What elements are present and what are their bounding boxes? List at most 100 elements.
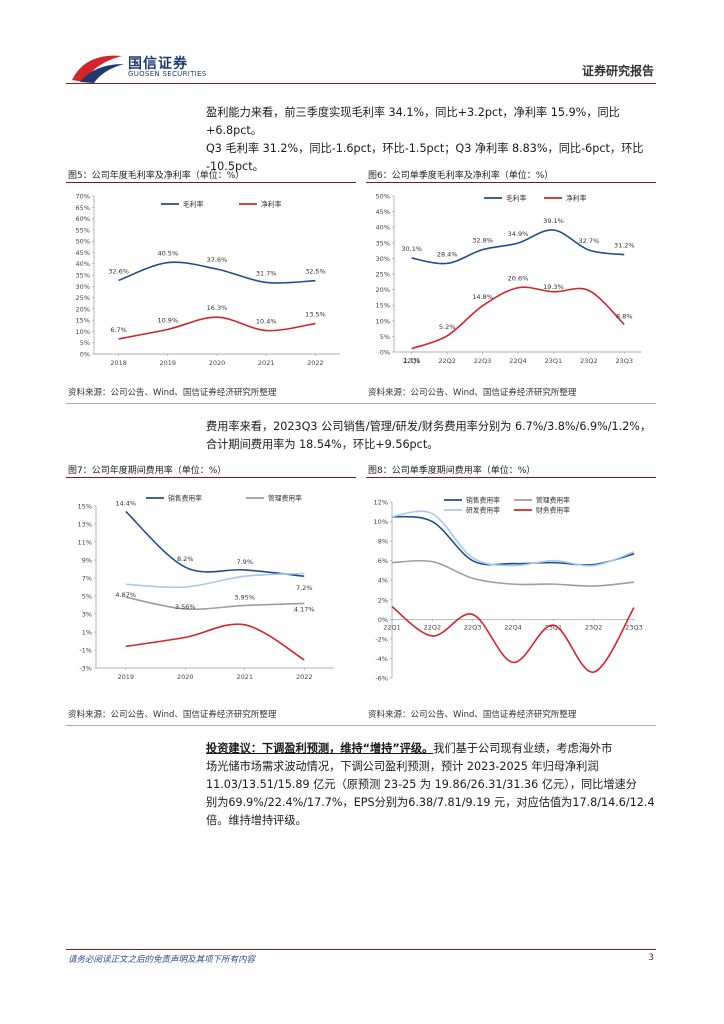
paragraph-line: 别为69.9%/22.4%/17.7%，EPS分别为6.38/7.81/9.19… [206, 796, 655, 809]
data-label: 34.9% [508, 230, 529, 238]
data-label: 32.7% [579, 237, 600, 245]
figure-5-chart: 0% 5% 10% 15% 20% 25% 30% 35% 40% 45% 50% 55% 60% 65%… [76, 193, 340, 367]
y-tick-label: 20% [76, 305, 90, 313]
series-line-4 [391, 605, 635, 673]
data-label: 10.9% [157, 316, 178, 324]
legend-label: 净利率 [566, 194, 587, 203]
data-label: 3.56% [175, 603, 196, 611]
legend-label: 毛利率 [506, 194, 527, 203]
figure-6-source: 资料来源：公司公告、Wind、国信证券经济研究所整理 [368, 388, 577, 398]
data-label: 19.3% [543, 283, 564, 291]
footer-disclaimer: 请务必阅读正文之后的免责声明及其项下所有内容 [68, 955, 256, 965]
paragraph-recommendation: 投资建议：下调盈利预测，维持“增持”评级。我们基于公司现有业绩，考虑海外市 场光… [206, 740, 666, 830]
figure-5-source: 资料来源：公司公告、Wind、国信证券经济研究所整理 [68, 388, 277, 398]
series-line-2 [411, 286, 625, 350]
y-tick-label: 12% [374, 499, 388, 507]
data-label: 4.17% [294, 605, 315, 613]
series-line-1 [411, 229, 625, 265]
x-tick-label: 22Q3 [474, 357, 492, 365]
paragraph-line: 盈利能力来看，前三季度实现毛利率 34.1%，同比+3.2pct，净利率 15.… [206, 106, 620, 137]
series-line-2 [391, 559, 635, 587]
y-tick-label: -4% [375, 655, 388, 663]
data-label: 31.7% [256, 269, 277, 277]
x-tick-label: 23Q2 [580, 357, 598, 365]
section-divider [66, 403, 656, 404]
series-line-3 [125, 572, 305, 589]
y-tick-label: 6% [378, 557, 388, 565]
y-tick-label: 30% [76, 283, 90, 291]
y-tick-label: 3% [82, 611, 92, 619]
paragraph-profitability: 盈利能力来看，前三季度实现毛利率 34.1%，同比+3.2pct，净利率 15.… [206, 104, 666, 176]
y-tick-label: -1% [79, 647, 92, 655]
legend-label: 管理费用率 [268, 494, 302, 503]
data-label: 7.9% [236, 558, 253, 566]
y-tick-label: 60% [76, 215, 90, 223]
y-tick-label: 10% [376, 317, 390, 325]
y-tick-label: 11% [78, 539, 92, 547]
x-tick-label: 23Q1 [545, 623, 563, 631]
data-label: 10.4% [256, 318, 277, 326]
header-divider [66, 83, 656, 84]
x-tick-label: 23Q2 [585, 623, 603, 631]
report-type: 证券研究报告 [581, 64, 654, 78]
legend-label: 研发费用率 [466, 506, 500, 515]
figure-6-chart: 0% 5% 10% 15% 20% 25% 30% 35% 40% 45% 50% 22Q1 22Q2 2… [376, 193, 642, 365]
x-tick-label: 23Q1 [545, 357, 563, 365]
y-tick-label: 40% [376, 224, 390, 232]
y-tick-label: 10% [76, 328, 90, 336]
company-name: 国信证券 [128, 56, 188, 72]
series-line-1 [118, 261, 316, 284]
section-divider [66, 725, 656, 726]
y-tick-label: 30% [376, 255, 390, 263]
y-tick-label: -2% [375, 635, 388, 643]
y-tick-label: 50% [376, 193, 390, 201]
paragraph-expense: 费用率来看，2023Q3 公司销售/管理/研发/财务费用率分别为 6.7%/3.… [206, 418, 666, 454]
figure-8-title: 图8：公司单季度期间费用率（单位：%） [368, 466, 536, 476]
y-tick-label: 8% [378, 538, 388, 546]
recommendation-text: 我们基于公司现有业绩，考虑海外市 [433, 742, 613, 755]
company-name-en: GUOSEN SECURITIES [128, 70, 207, 78]
y-tick-label: 5% [82, 593, 92, 601]
y-tick-label: 1% [82, 629, 92, 637]
legend-label: 管理费用率 [536, 496, 570, 505]
x-tick-label: 22Q3 [464, 623, 482, 631]
x-tick-label: 2022 [307, 359, 324, 367]
data-label: 37.6% [207, 256, 228, 264]
y-tick-label: 4% [378, 577, 388, 585]
x-tick-label: 23Q3 [616, 357, 634, 365]
legend-label: 销售费用率 [466, 496, 500, 505]
x-tick-label: 2020 [209, 359, 226, 367]
data-label: 13.5% [305, 311, 326, 319]
series-line-4 [125, 623, 305, 661]
y-tick-label: 9% [82, 557, 92, 565]
x-tick-label: 22Q1 [383, 623, 401, 631]
recommendation-lead: 投资建议：下调盈利预测，维持“增持”评级。 [206, 742, 434, 755]
figure-7-chart: -3% -1% 1% 3% 5% 7% 9% 11% 13% 15% 2019 2020 2021 202… [78, 494, 334, 681]
y-tick-label: 2% [378, 596, 388, 604]
y-tick-label: 15% [76, 317, 90, 325]
paragraph-line: 合计期间费用率为 18.54%，环比+9.56pct。 [206, 438, 439, 451]
data-label: 28.4% [437, 250, 458, 258]
y-tick-label: 35% [376, 239, 390, 247]
x-tick-label: 23Q3 [625, 623, 643, 631]
page-number: 3 [648, 953, 654, 963]
legend-label: 财务费用率 [536, 506, 570, 515]
x-tick-label: 22Q4 [504, 623, 522, 631]
series-line-3 [391, 510, 635, 567]
y-tick-label: 50% [76, 238, 90, 246]
data-label: 40.5% [157, 250, 178, 258]
data-label: 4.87% [115, 591, 136, 599]
y-tick-label: 7% [82, 575, 92, 583]
y-tick-label: 0% [80, 351, 90, 359]
y-tick-label: -6% [375, 675, 388, 683]
y-tick-label: 20% [376, 286, 390, 294]
data-label: 14.8% [472, 293, 493, 301]
data-label: 16.3% [207, 304, 228, 312]
y-tick-label: 13% [78, 521, 92, 529]
y-tick-label: 15% [78, 503, 92, 511]
data-label: 8.8% [616, 313, 633, 321]
data-label: 20.6% [508, 275, 529, 283]
footer-divider [66, 949, 656, 950]
y-tick-label: 25% [76, 294, 90, 302]
y-tick-label: 25% [376, 271, 390, 279]
